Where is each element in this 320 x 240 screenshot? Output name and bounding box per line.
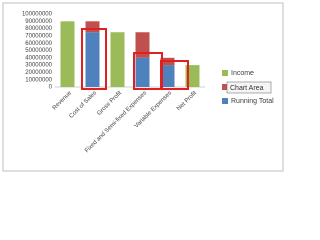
excel-window: 0 10000000 20000000 30000000 40000000 5000000… [2,2,284,172]
y-tick-label: 30000000 [25,63,52,69]
bar [60,21,75,87]
bar [135,57,150,87]
legend-swatch [222,84,228,90]
bar [110,32,125,87]
y-tick-label: 0 [49,85,53,91]
y-tick-label: 60000000 [25,41,52,47]
y-tick-label: 10000000 [25,77,52,83]
y-tick-label: 100000000 [22,12,53,18]
highlight-box [133,52,163,90]
legend-label: Income [231,70,254,77]
highlight-box [160,60,189,90]
tooltip-text: Chart Area [230,85,264,92]
highlight-box [81,28,107,90]
y-tick-label: 80000000 [25,26,52,32]
overlay: Chart Area [81,28,272,94]
y-tick-label: 50000000 [25,48,52,54]
legend-label: Running Total [231,98,274,105]
y-tick-label: 70000000 [25,33,52,39]
bar [135,32,150,58]
legend-swatch [222,98,228,104]
tooltip-box [226,81,272,94]
y-tick-label: 20000000 [25,70,52,76]
bar [160,65,175,87]
y-tick-label: 40000000 [25,55,52,61]
bar [85,32,100,87]
legend-swatch [222,70,228,76]
y-tick-label: 90000000 [25,19,52,25]
bar [85,21,100,33]
